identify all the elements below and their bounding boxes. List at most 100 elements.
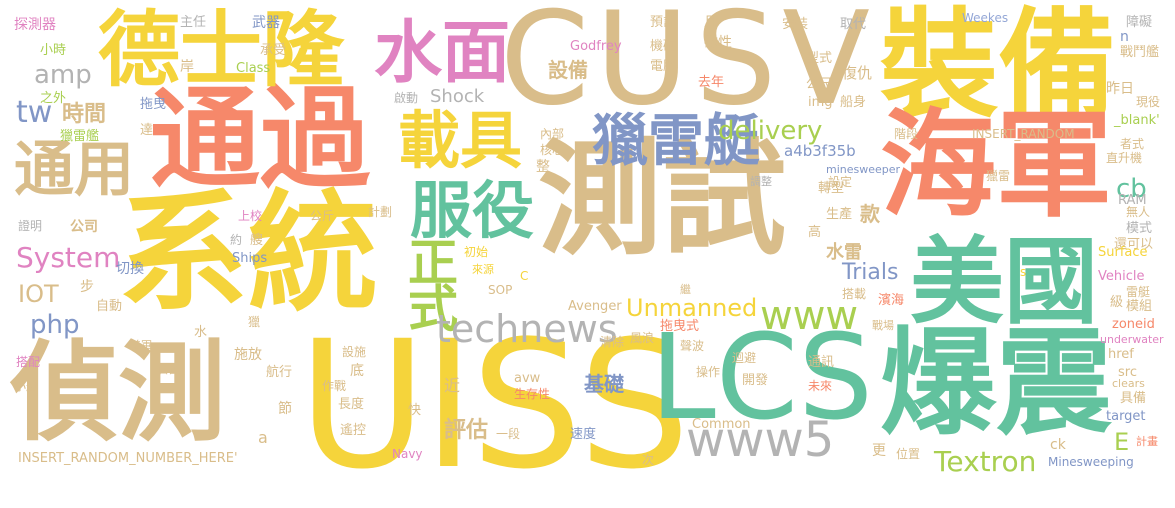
word-yaokong: 遙控 [340,423,367,438]
word-deshilong: 德士隆 [98,3,345,98]
word-dazai: 搭載 [842,287,867,301]
word-zidong: 自動 [96,299,123,314]
word-sou: 艘 [250,233,264,248]
word-surface: Surface [1098,245,1148,260]
word-tuoyeshi: 拖曳式 [660,319,700,334]
word-zhangai: 障礙 [1126,15,1153,30]
word-qingchu: 清除 [600,335,625,349]
word-zhiwai: 之外 [40,91,67,106]
word-wuren: 無人 [1126,205,1151,219]
word-www5: www5 [686,412,835,468]
word-src: src [1118,365,1137,380]
word-sheshi: 設施 [342,345,367,359]
word-pinggu: 評估 [444,418,489,443]
word-ji2: 級 [1110,295,1124,310]
word-lieleijian: 獵雷艦 [60,129,100,144]
word-sheding: 設定 [828,175,853,189]
word-bu: 步 [80,279,94,295]
word-huibi: 迴避 [732,351,757,365]
word-hangxing: 航行 [266,365,293,380]
word-zoneid: zoneid [1112,317,1155,332]
word-jichu: 基礎 [584,372,624,396]
word-shifang: 施放 [234,347,262,363]
word-shui: 水 [194,325,208,340]
word-cixing: 磁性 [704,35,732,51]
word-avenger: Avenger [568,299,622,314]
word-an: 岸 [180,59,194,75]
word-e: E [1114,428,1130,456]
word-tongyong: 通用 [14,135,134,205]
word-xitong: 系統 [118,177,379,329]
word-zhence: 偵測 [10,331,227,456]
word-meijun: 美軍 [130,339,152,352]
word-textron: Textron [934,445,1037,478]
word-fuyi: 服役 [410,174,535,247]
word-c: C [520,269,529,283]
word-tw: tw [16,95,53,130]
word-jin: 近 [444,376,461,395]
word-zhuangbei: 裝備 [880,0,1117,134]
word-minesweeping: Minesweeping [1048,455,1134,469]
word-weekes: Weekes [962,11,1009,25]
word-qunian: 去年 [698,75,725,90]
word-zheshi: 者式 [1120,137,1145,151]
word-mozu: 模組 [1126,299,1153,314]
word-leiting: 雷艇 [1126,285,1151,299]
word-fenglang: 風浪 [630,331,655,345]
word-baozhen: 爆震 [880,316,1112,451]
word-yue: 月 [704,15,718,30]
word-shangxiao: 上校 [238,209,263,223]
word-tongguo: 通過 [150,75,370,203]
word-s: s [1020,265,1027,279]
word-binhai: 濱海 [878,293,905,308]
word-jihua: 計劃 [368,205,393,219]
word-technews: technews [436,307,618,351]
word-fuchou: 復仇 [842,64,873,82]
word-kuai: 快 [408,403,422,418]
word-a4b3f35b: a4b3f35b [784,142,856,160]
word-shuilei: 水雷 [826,242,862,263]
word-sop: SOP [488,283,513,297]
word-zhanchang: 戰場 [872,319,894,332]
word-n: n [1120,29,1129,45]
word-lieleiting: 獵雷艇 [592,109,760,174]
word-gongchi: 公尺 [806,77,833,92]
word-xingshi: 型式 [806,51,833,66]
word-navy: Navy [392,447,423,461]
word-amp: amp [34,60,92,90]
word-clears: clears [1112,377,1145,390]
word-jieduan: 階段 [894,127,919,141]
word-weilai: 未來 [808,379,833,393]
word-weizhi: 位置 [896,447,921,461]
word-ceshi: 測試 [538,128,787,272]
word-shijian: 時間 [62,102,107,127]
word-ci: 次 [642,453,655,467]
word-yuji: 預計 [650,15,677,30]
word-ck: ck [1050,437,1066,453]
word-ships: Ships [232,251,268,266]
word-zhishengji: 直升機 [1106,151,1143,165]
word-caozuo: 操作 [696,365,721,379]
word-yiduan: 一段 [496,427,521,441]
word-jie: 節 [278,401,292,417]
word-shengcunxing: 生存性 [514,387,551,401]
word-zhandoujian: 戰鬥艦 [1120,45,1160,60]
word-zuozhan: 作戰 [322,379,347,393]
word-iot: IOT [18,280,59,308]
word-shengbo: 聲波 [680,339,705,353]
word-tuoye: 拖曳 [140,97,167,112]
word-sudu: 速度 [570,427,597,442]
word-href: href [1108,347,1134,362]
word-geng: 更 [872,443,886,459]
word-leilei: 獵雷 [986,169,1011,183]
word-a: a [258,428,268,447]
word-qidong: 啟動 [394,91,419,105]
word-lie: 獵 [248,315,261,329]
word-gongsi: 公司 [70,219,98,235]
word-lcs: LCS [650,308,874,446]
word-uiss: UISS [298,303,690,508]
word-gao: 高 [808,225,822,240]
word-shoutu: 首圖 [158,363,180,376]
word-godfrey: Godfrey [570,39,622,54]
word-dapei: 搭配 [16,355,41,369]
